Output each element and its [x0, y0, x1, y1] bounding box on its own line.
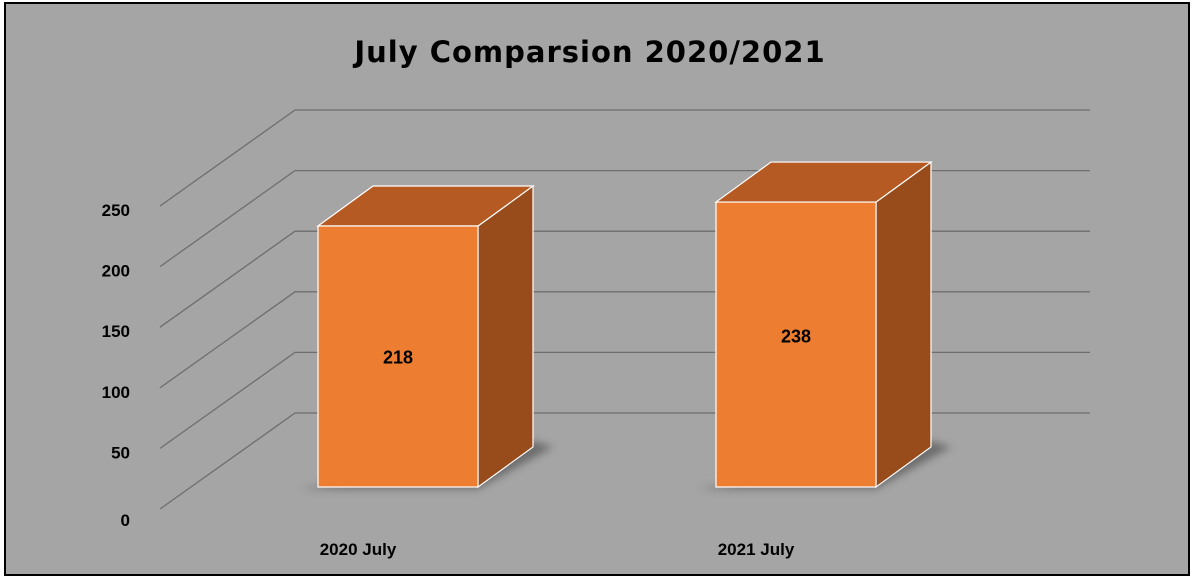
- y-tick-label: 50: [111, 443, 130, 462]
- y-tick-label: 200: [102, 262, 130, 281]
- x-axis-category-labels: 2020 July 2021 July: [320, 540, 795, 559]
- y-tick-label: 150: [102, 322, 130, 341]
- data-label: 238: [781, 327, 811, 347]
- bars: 218 238: [300, 160, 951, 489]
- chart-area: [4, 2, 1190, 576]
- bar-front-face: [715, 201, 877, 488]
- gridline: [159, 109, 1090, 207]
- bar-side-face: [875, 160, 932, 489]
- gridline: [159, 412, 1090, 510]
- gridline: [159, 169, 1090, 268]
- chart-title: July Comparsion 2020/2021: [352, 35, 825, 69]
- gridlines: [159, 109, 1090, 510]
- gridline: [159, 351, 1090, 449]
- bar-front-face: [317, 225, 479, 488]
- gridline: [159, 230, 1090, 328]
- y-tick-label: 0: [121, 511, 130, 530]
- y-tick-label: 250: [102, 201, 130, 220]
- bar-side-face: [477, 184, 534, 489]
- bar-2021-july: 238: [698, 160, 951, 489]
- data-label: 218: [383, 348, 413, 368]
- x-category-label: 2021 July: [718, 540, 795, 559]
- y-axis-tick-labels: 0 50 100 150 200 250: [102, 201, 130, 530]
- y-tick-label: 100: [102, 383, 130, 402]
- x-category-label: 2020 July: [320, 540, 397, 559]
- bar-2020-july: 218: [300, 184, 553, 489]
- gridline: [159, 291, 1090, 389]
